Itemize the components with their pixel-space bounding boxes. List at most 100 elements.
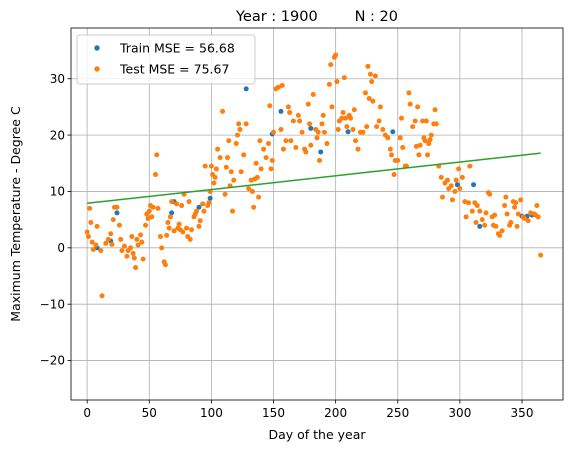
test-point [197,218,203,224]
test-point [253,160,259,166]
test-point [186,199,192,205]
test-point [370,98,376,104]
test-point [266,141,272,147]
test-point [256,194,262,200]
test-point [217,155,223,161]
test-point [283,138,289,144]
test-point [333,52,339,58]
fit-line [87,152,541,205]
test-point [146,208,152,214]
test-point [367,71,373,77]
test-point [395,157,401,163]
test-point [417,142,423,148]
test-point [339,115,345,121]
test-point [400,144,406,150]
test-point [130,250,136,256]
test-point [459,174,465,180]
test-point [416,152,422,158]
test-point [164,232,170,238]
test-point [119,248,125,254]
test-point [155,205,161,211]
test-point [261,146,267,152]
test-point [267,103,273,109]
test-point [502,203,508,209]
test-point [94,223,100,229]
plot-marks [84,52,544,299]
test-point [225,155,231,161]
test-point [514,223,520,229]
train-point [471,182,477,188]
test-point [222,191,228,197]
test-point [268,166,274,172]
test-point [422,138,428,144]
test-point [166,225,172,231]
test-point [129,234,135,240]
legend-test-label: Test MSE = 75.67 [119,62,229,77]
test-point [420,118,426,124]
test-point [387,146,393,152]
test-point [310,92,316,98]
test-point [299,129,305,135]
x-tick-label: 350 [511,406,534,420]
legend: Train MSE = 56.68 Test MSE = 75.67 [76,34,256,85]
test-point [154,152,160,158]
test-point [226,138,232,144]
test-point [200,201,206,207]
test-point [169,199,175,205]
test-point [316,157,322,163]
test-point [369,79,375,85]
test-point [201,208,207,214]
test-point [328,62,334,68]
x-tick-label: 250 [386,406,409,420]
test-point [534,203,540,209]
train-point [345,129,351,135]
test-point [512,204,518,210]
test-point [246,186,252,192]
train-point [207,195,213,201]
test-point [275,84,281,90]
legend-test-marker [94,66,100,72]
test-point [335,126,341,132]
test-point [372,73,378,79]
train-point [243,86,249,92]
test-point [87,205,93,211]
test-point [230,208,236,214]
test-point [243,121,249,127]
test-point [202,163,208,169]
test-point [376,118,382,124]
y-tick-label: 20 [50,128,65,142]
test-point [391,172,397,178]
test-point [133,265,139,271]
test-point [206,200,212,206]
test-point [231,177,237,183]
test-point [179,203,185,209]
test-point [432,107,438,113]
chart-title: Year : 1900 N : 20 [235,9,398,25]
test-point [234,132,240,138]
test-point [348,115,354,121]
test-point [165,219,171,225]
test-point [145,216,151,222]
test-point [88,219,94,225]
test-point [288,138,294,144]
test-point [287,110,293,116]
test-point [487,191,493,197]
test-point [263,155,269,161]
test-point [249,188,255,194]
test-point [341,75,347,81]
test-point [109,241,115,247]
test-point [334,79,340,85]
test-point [220,108,226,114]
test-point [138,232,144,238]
test-point [340,110,346,116]
test-point [314,135,320,141]
test-point [428,132,434,138]
test-point [503,194,509,200]
test-point [360,129,366,135]
test-point [293,144,299,150]
test-point [176,221,182,227]
y-tick-label: −20 [40,354,65,368]
test-point [343,115,349,121]
test-point [469,208,475,214]
test-point [449,197,455,203]
